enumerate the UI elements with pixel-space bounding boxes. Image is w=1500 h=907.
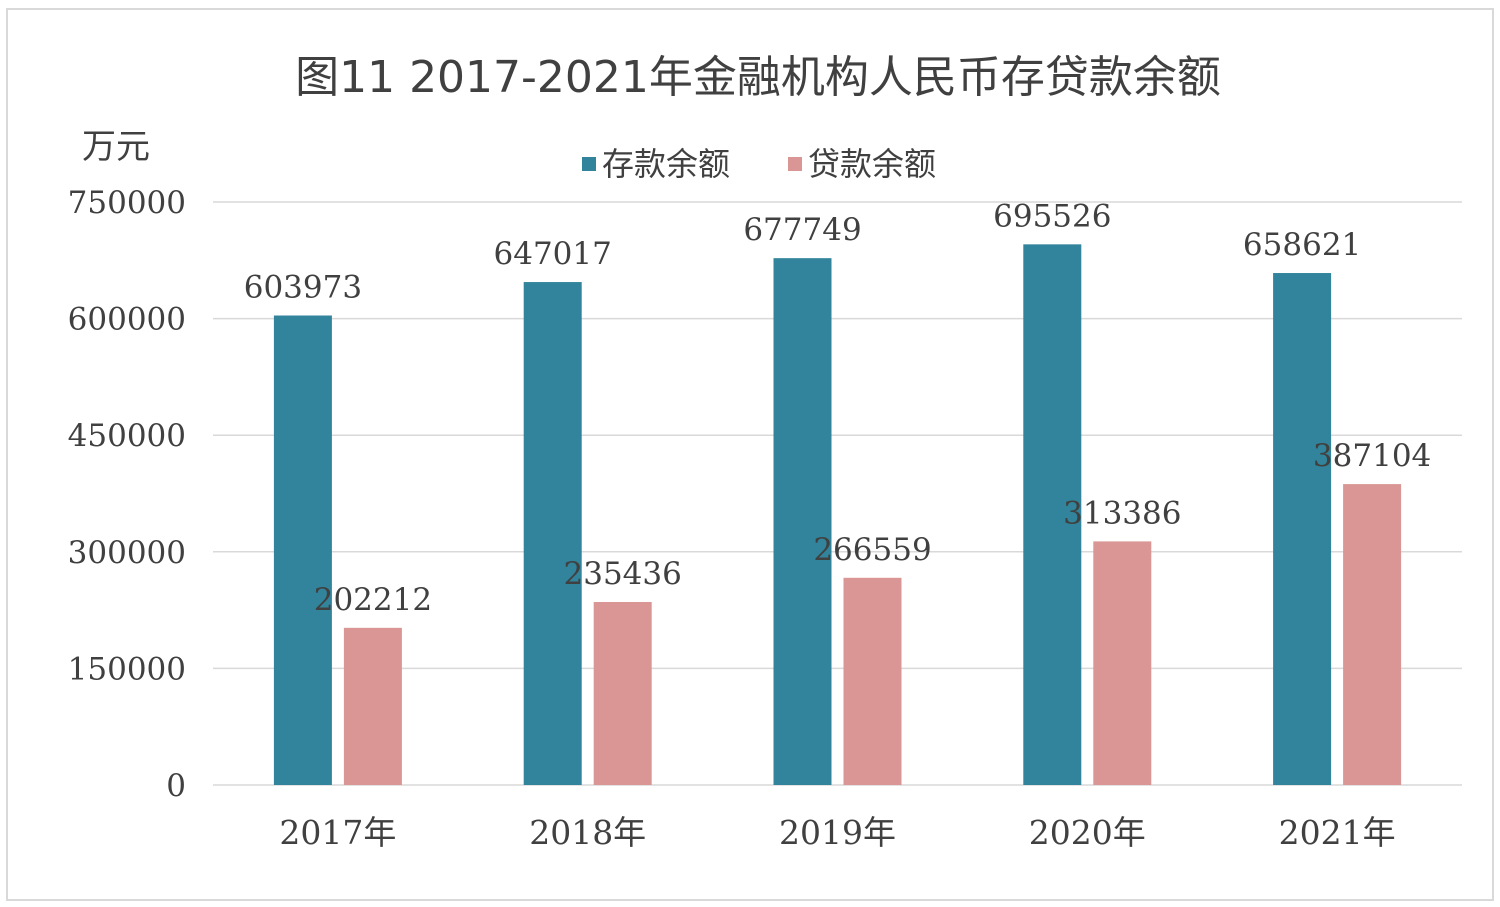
bar-deposit-0 — [273, 315, 332, 785]
x-tick-label: 2019年 — [779, 813, 896, 852]
bar-deposit-2 — [773, 258, 832, 786]
bar-loan-1 — [593, 601, 652, 785]
bar-deposit-3 — [1023, 244, 1082, 785]
gridlines — [213, 201, 1462, 786]
data-labels: 603973 202212 647017 235436 677749 266559 6955… — [244, 198, 1432, 617]
data-label-loan-4: 387104 — [1313, 438, 1431, 474]
bars — [273, 244, 1402, 786]
legend-swatch-1 — [788, 157, 802, 171]
legend-label-0: 存款余额 — [602, 145, 730, 183]
x-tick-label: 2018年 — [529, 813, 646, 852]
y-tick-label: 150000 — [68, 651, 186, 687]
data-label-deposit-3: 695526 — [993, 198, 1111, 234]
bar-loan-4 — [1343, 484, 1402, 785]
y-axis-unit-label: 万元 — [82, 127, 150, 167]
y-tick-label: 600000 — [68, 302, 186, 338]
chart-title: 图11 2017-2021年金融机构人民币存贷款余额 — [295, 52, 1221, 103]
y-tick-label: 450000 — [68, 418, 186, 454]
data-label-loan-3: 313386 — [1063, 495, 1181, 531]
chart-frame — [6, 8, 1494, 901]
legend-swatch-0 — [582, 157, 596, 171]
data-label-deposit-2: 677749 — [743, 212, 861, 248]
bar-loan-0 — [343, 627, 402, 785]
data-label-loan-1: 235436 — [564, 556, 682, 592]
bar-deposit-4 — [1273, 273, 1332, 785]
y-axis-ticks: 0 150000 300000 450000 600000 750000 — [68, 185, 186, 804]
y-tick-label: 750000 — [68, 185, 186, 221]
bar-loan-2 — [843, 577, 902, 785]
data-label-deposit-1: 647017 — [494, 236, 612, 272]
data-label-deposit-4: 658621 — [1243, 227, 1361, 263]
x-tick-label: 2020年 — [1029, 813, 1146, 852]
bar-loan-3 — [1093, 541, 1152, 785]
data-label-loan-2: 266559 — [813, 532, 931, 568]
x-axis-ticks: 2017年 2018年 2019年 2020年 2021年 — [279, 813, 1395, 852]
x-tick-label: 2017年 — [279, 813, 396, 852]
data-label-deposit-0: 603973 — [244, 270, 362, 306]
y-tick-label: 300000 — [68, 535, 186, 571]
x-tick-label: 2021年 — [1279, 813, 1396, 852]
bar-deposit-1 — [523, 282, 582, 785]
data-label-loan-0: 202212 — [314, 582, 432, 618]
legend: 存款余额 贷款余额 — [582, 145, 936, 183]
legend-label-1: 贷款余额 — [808, 145, 936, 183]
y-tick-label: 0 — [166, 768, 186, 804]
